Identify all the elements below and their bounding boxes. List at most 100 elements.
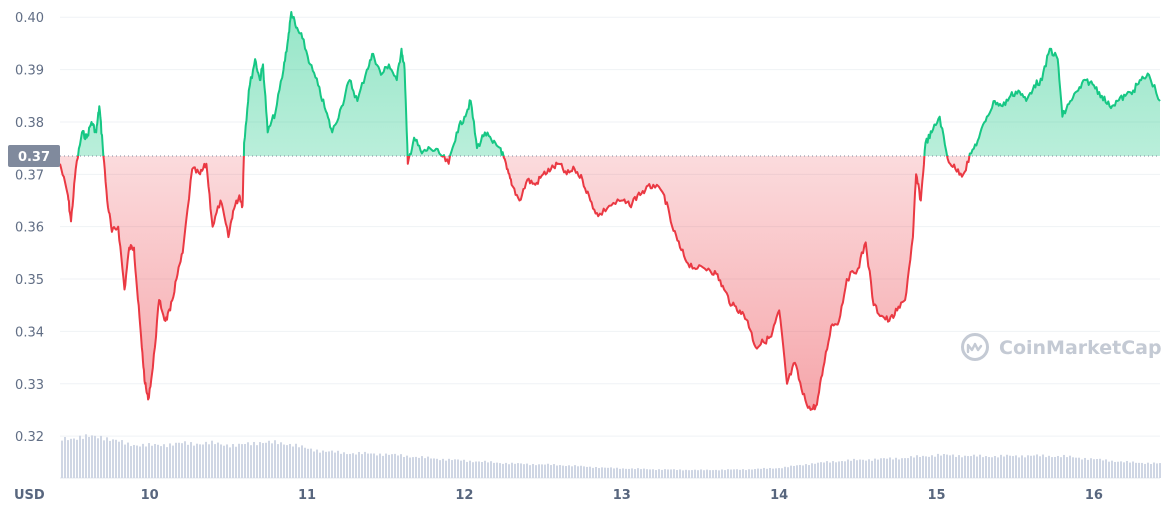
- volume-bar: [784, 466, 786, 478]
- volume-bar: [808, 465, 810, 478]
- volume-bar: [997, 457, 999, 478]
- volume-bar: [874, 458, 876, 478]
- volume-bar: [454, 459, 456, 478]
- volume-bar: [499, 463, 501, 478]
- volume-bar: [631, 468, 633, 478]
- volume-bar: [892, 459, 894, 478]
- volume-bar: [868, 459, 870, 478]
- volume-bar: [691, 470, 693, 478]
- volume-bar: [100, 435, 102, 478]
- volume-bar: [1099, 458, 1101, 478]
- volume-bar: [343, 452, 345, 478]
- area-above-reference: [78, 12, 1160, 156]
- volume-bar: [526, 463, 528, 478]
- volume-bar: [418, 457, 420, 478]
- volume-bar: [937, 453, 939, 478]
- volume-bar: [586, 466, 588, 478]
- volume-bar: [427, 456, 429, 478]
- volume-bar: [400, 454, 402, 478]
- volume-bar: [217, 442, 219, 478]
- volume-bar: [520, 463, 522, 478]
- volume-bar: [727, 469, 729, 478]
- volume-bar: [679, 469, 681, 478]
- volume-bar: [1147, 462, 1149, 478]
- volume-bar: [475, 461, 477, 478]
- volume-bar: [112, 439, 114, 478]
- volume-bar: [625, 468, 627, 478]
- volume-bar: [187, 444, 189, 478]
- volume-bar: [262, 443, 264, 478]
- volume-bar: [535, 465, 537, 478]
- volume-bar: [151, 445, 153, 478]
- volume-bar: [268, 440, 270, 478]
- volume-bar: [1072, 457, 1074, 478]
- volume-bar: [139, 446, 141, 478]
- volume-bar: [232, 444, 234, 478]
- volume-bar: [145, 446, 147, 478]
- volume-bar: [742, 469, 744, 478]
- volume-bar: [1117, 461, 1119, 478]
- volume-bar: [673, 469, 675, 478]
- volume-bar: [154, 444, 156, 478]
- volume-bar: [718, 470, 720, 478]
- volume-bar: [958, 455, 960, 478]
- current-price-tag: 0.37: [8, 144, 60, 167]
- volume-bar: [88, 437, 90, 478]
- volume-bar: [457, 459, 459, 478]
- volume-bar: [814, 463, 816, 478]
- volume-bar: [250, 445, 252, 478]
- volume-bar: [487, 462, 489, 478]
- x-tick-label: 14: [770, 488, 788, 503]
- volume-bar: [1054, 456, 1056, 478]
- volume-bar: [1024, 457, 1026, 478]
- volume-bar: [148, 443, 150, 478]
- volume-bar: [424, 458, 426, 478]
- volume-bar: [922, 455, 924, 478]
- volume-bar: [469, 460, 471, 478]
- volume-bar: [985, 456, 987, 478]
- volume-bar: [67, 440, 69, 478]
- volume-bar: [331, 450, 333, 478]
- y-tick-label: 0.33: [15, 378, 44, 393]
- volume-bar: [538, 464, 540, 478]
- volume-bar: [241, 444, 243, 478]
- volume-bar: [490, 461, 492, 478]
- volume-bar: [1000, 454, 1002, 478]
- volume-bar: [571, 466, 573, 478]
- volume-bar: [787, 467, 789, 478]
- volume-bar: [307, 448, 309, 478]
- volume-bar: [1111, 460, 1113, 478]
- volume-bar: [865, 460, 867, 478]
- volume-bar: [1159, 463, 1161, 478]
- volume-bar: [208, 444, 210, 478]
- volume-bar: [1108, 461, 1110, 478]
- volume-bar: [901, 458, 903, 478]
- volume-bar: [1105, 459, 1107, 478]
- volume-bar: [238, 443, 240, 478]
- volume-bar: [409, 457, 411, 478]
- volume-bar: [880, 458, 882, 478]
- volume-bar: [592, 467, 594, 478]
- volume-bar: [832, 461, 834, 478]
- volume-bar: [703, 470, 705, 478]
- volume-bar: [235, 446, 237, 478]
- volume-bar: [991, 457, 993, 478]
- price-tag-label: 0.37: [18, 150, 50, 165]
- volume-bar: [1126, 460, 1128, 478]
- volume-bar: [757, 468, 759, 478]
- volume-bar: [1084, 457, 1086, 478]
- volume-bar: [802, 465, 804, 478]
- volume-bar: [730, 469, 732, 478]
- volume-bar: [817, 462, 819, 478]
- volume-bar: [760, 468, 762, 478]
- volume-bar: [670, 469, 672, 478]
- volume-bar: [658, 469, 660, 478]
- volume-bar: [226, 444, 228, 478]
- volume-bar: [376, 455, 378, 478]
- x-tick-label: 15: [927, 488, 945, 503]
- volume-bar: [1030, 455, 1032, 478]
- volume-bar: [970, 456, 972, 478]
- volume-bar: [61, 440, 63, 478]
- volume-bar: [244, 444, 246, 478]
